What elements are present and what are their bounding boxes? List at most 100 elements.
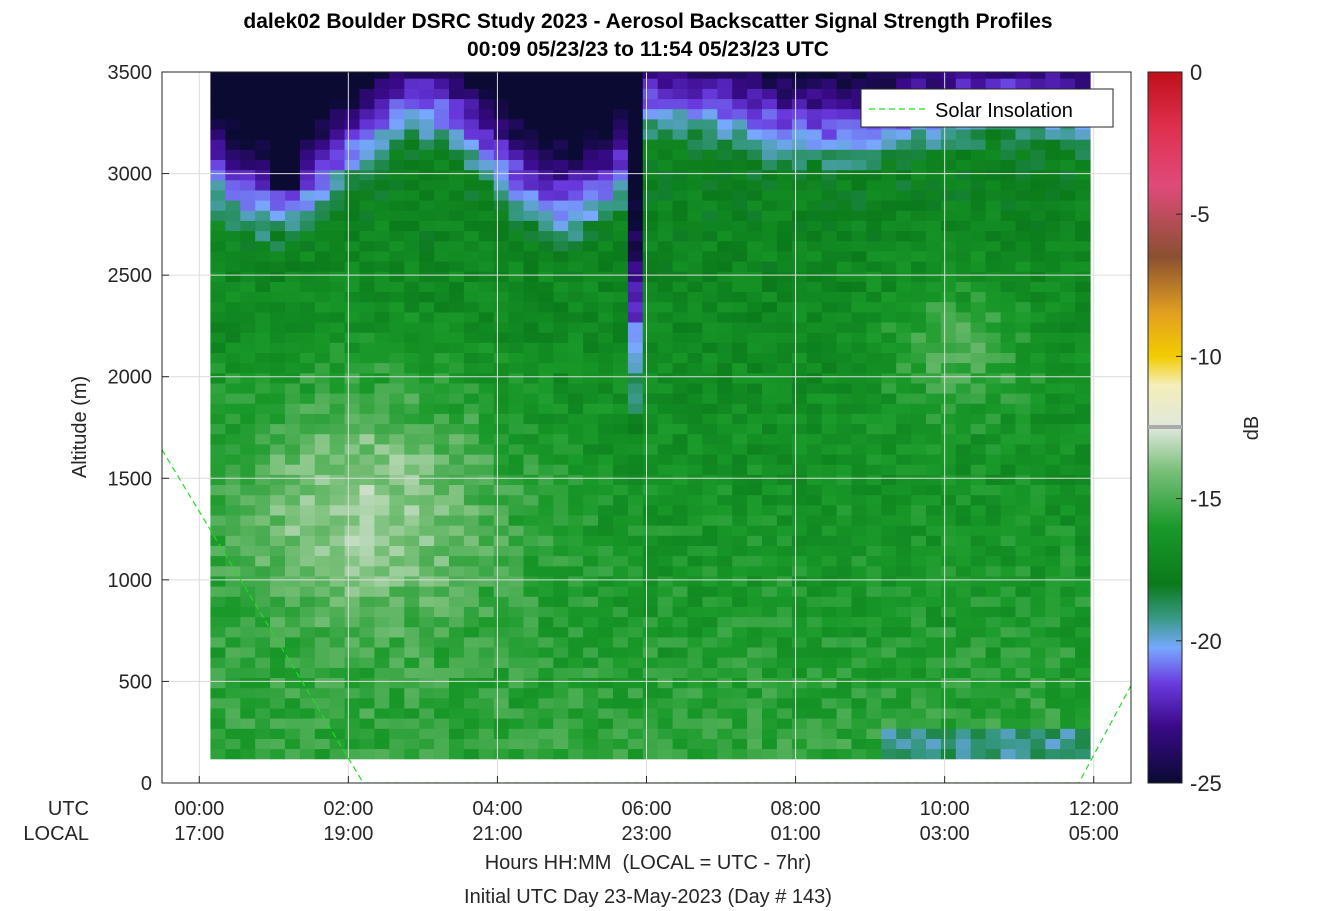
heatmap-cell bbox=[926, 413, 942, 425]
heatmap-cell bbox=[493, 545, 510, 557]
heatmap-cell bbox=[449, 504, 465, 516]
heatmap-cell bbox=[717, 484, 733, 496]
heatmap-cell bbox=[1015, 372, 1031, 384]
heatmap-cell bbox=[747, 260, 763, 272]
heatmap-cell bbox=[285, 98, 301, 110]
heatmap-cell bbox=[598, 474, 614, 485]
heatmap-cell bbox=[404, 453, 420, 465]
heatmap-cell bbox=[732, 596, 748, 607]
heatmap-cell bbox=[344, 139, 361, 150]
heatmap-cell bbox=[642, 677, 659, 689]
heatmap-cell bbox=[970, 545, 987, 557]
heatmap-cell bbox=[210, 382, 226, 394]
heatmap-cell bbox=[389, 545, 405, 557]
heatmap-cell bbox=[1045, 128, 1061, 140]
heatmap-cell bbox=[374, 748, 390, 760]
heatmap-cell bbox=[598, 586, 614, 597]
heatmap-cell bbox=[940, 687, 957, 699]
heatmap-cell bbox=[687, 657, 703, 668]
heatmap-cell bbox=[449, 525, 465, 536]
heatmap-cell bbox=[270, 301, 286, 313]
heatmap-cell bbox=[463, 321, 480, 333]
heatmap-cell bbox=[389, 159, 405, 171]
heatmap-cell bbox=[553, 352, 569, 364]
heatmap-cell bbox=[657, 657, 674, 668]
heatmap-cell bbox=[762, 606, 778, 618]
heatmap-cell bbox=[896, 291, 912, 303]
heatmap-cell bbox=[329, 159, 346, 171]
heatmap-cell bbox=[881, 189, 897, 201]
heatmap-cell bbox=[806, 423, 823, 435]
heatmap-cell bbox=[985, 728, 1002, 739]
heatmap-cell bbox=[463, 342, 480, 353]
heatmap-cell bbox=[970, 179, 987, 191]
heatmap-cell bbox=[791, 382, 808, 394]
heatmap-cell bbox=[970, 718, 987, 729]
heatmap-cell bbox=[1060, 535, 1076, 546]
heatmap-cell bbox=[866, 250, 882, 262]
heatmap-cell bbox=[642, 301, 659, 313]
heatmap-cell bbox=[240, 301, 256, 313]
heatmap-cell bbox=[210, 72, 226, 79]
heatmap-cell bbox=[747, 72, 763, 79]
heatmap-cell bbox=[717, 291, 733, 303]
heatmap-cell bbox=[791, 646, 808, 658]
heatmap-cell bbox=[270, 108, 286, 120]
heatmap-cell bbox=[806, 494, 823, 506]
heatmap-cell bbox=[538, 555, 554, 567]
heatmap-cell bbox=[762, 210, 778, 221]
heatmap-cell bbox=[1060, 718, 1076, 729]
heatmap-cell bbox=[911, 707, 927, 719]
heatmap-cell bbox=[463, 738, 480, 750]
heatmap-cell bbox=[478, 748, 495, 760]
heatmap-cell bbox=[508, 535, 525, 546]
heatmap-cell bbox=[926, 728, 942, 739]
heatmap-cell bbox=[806, 718, 823, 729]
heatmap-cell bbox=[955, 667, 972, 678]
heatmap-cell bbox=[881, 555, 897, 567]
heatmap-cell bbox=[463, 118, 480, 130]
heatmap-cell bbox=[836, 332, 853, 343]
heatmap-cell bbox=[806, 281, 823, 292]
heatmap-cell bbox=[419, 72, 435, 79]
heatmap-cell bbox=[896, 677, 912, 689]
heatmap-cell bbox=[568, 179, 584, 191]
heatmap-cell bbox=[314, 271, 331, 282]
heatmap-cell bbox=[747, 372, 763, 384]
heatmap-cell bbox=[881, 179, 897, 191]
heatmap-cell bbox=[270, 667, 286, 678]
heatmap-cell bbox=[1015, 179, 1031, 191]
heatmap-cell bbox=[836, 514, 853, 526]
heatmap-cell bbox=[404, 149, 420, 160]
heatmap-cell bbox=[404, 240, 420, 252]
heatmap-cell bbox=[538, 514, 554, 526]
heatmap-cell bbox=[568, 169, 584, 181]
heatmap-cell bbox=[538, 565, 554, 577]
heatmap-cell bbox=[1075, 382, 1091, 394]
heatmap-cell bbox=[463, 372, 480, 384]
heatmap-cell bbox=[538, 646, 554, 658]
heatmap-cell bbox=[404, 423, 420, 435]
heatmap-cell bbox=[538, 474, 554, 485]
heatmap-cell bbox=[359, 626, 375, 638]
heatmap-cell bbox=[523, 271, 539, 282]
heatmap-cell bbox=[210, 565, 226, 577]
heatmap-cell bbox=[508, 474, 525, 485]
heatmap-cell bbox=[851, 372, 867, 384]
heatmap-cell bbox=[776, 443, 793, 455]
heatmap-cell bbox=[762, 514, 778, 526]
x-tick-label-utc: 02:00 bbox=[323, 798, 373, 820]
heatmap-cell bbox=[210, 636, 226, 648]
heatmap-cell bbox=[776, 200, 793, 211]
heatmap-cell bbox=[613, 697, 629, 709]
heatmap-cell bbox=[836, 78, 853, 89]
heatmap-cell bbox=[747, 596, 763, 607]
heatmap-cell bbox=[359, 260, 375, 272]
heatmap-cell bbox=[419, 179, 435, 191]
heatmap-cell bbox=[314, 667, 331, 678]
heatmap-cell bbox=[776, 250, 793, 262]
heatmap-cell bbox=[985, 626, 1002, 638]
heatmap-cell bbox=[1045, 240, 1061, 252]
heatmap-cell bbox=[1075, 78, 1091, 89]
heatmap-cell bbox=[1030, 220, 1046, 232]
